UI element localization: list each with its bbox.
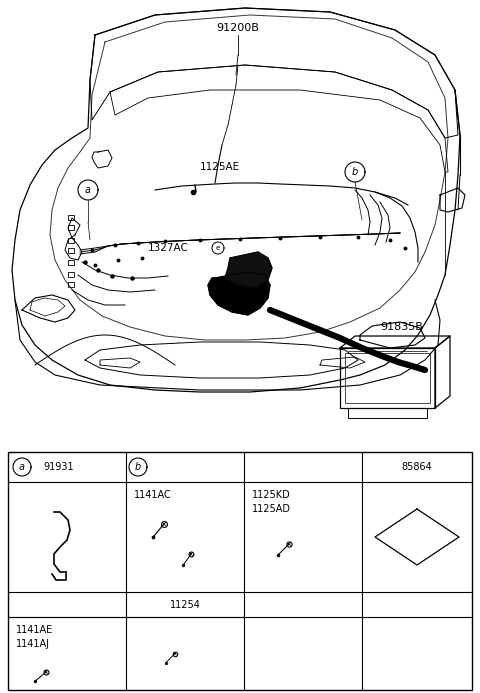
Text: 1125AE: 1125AE	[200, 162, 240, 172]
Text: 1141AE: 1141AE	[16, 625, 53, 635]
Text: e: e	[216, 245, 220, 251]
Text: b: b	[135, 462, 141, 472]
Text: 85864: 85864	[402, 462, 432, 472]
Bar	[68, 272, 74, 277]
Bar	[68, 215, 74, 220]
Bar	[68, 225, 74, 230]
Text: 11254: 11254	[169, 599, 201, 610]
Bar	[8, 452, 472, 690]
Text: 1141AC: 1141AC	[134, 490, 172, 500]
Bar	[340, 348, 435, 408]
Polygon shape	[208, 272, 270, 315]
Text: 1141AJ: 1141AJ	[16, 639, 50, 649]
Text: a: a	[19, 462, 25, 472]
Bar	[348, 408, 427, 418]
Text: 91835B: 91835B	[380, 322, 423, 332]
Bar	[68, 260, 74, 265]
Bar	[68, 282, 74, 287]
Text: 1125KD: 1125KD	[252, 490, 291, 500]
Polygon shape	[225, 252, 272, 288]
Text: b: b	[352, 167, 358, 177]
Bar	[68, 248, 74, 253]
Text: 1125AD: 1125AD	[252, 504, 291, 514]
Bar	[68, 238, 74, 243]
Text: 1327AC: 1327AC	[148, 243, 189, 253]
Text: 91931: 91931	[43, 462, 73, 472]
Text: a: a	[85, 185, 91, 195]
Text: 91200B: 91200B	[216, 23, 259, 33]
Bar	[345, 353, 430, 403]
